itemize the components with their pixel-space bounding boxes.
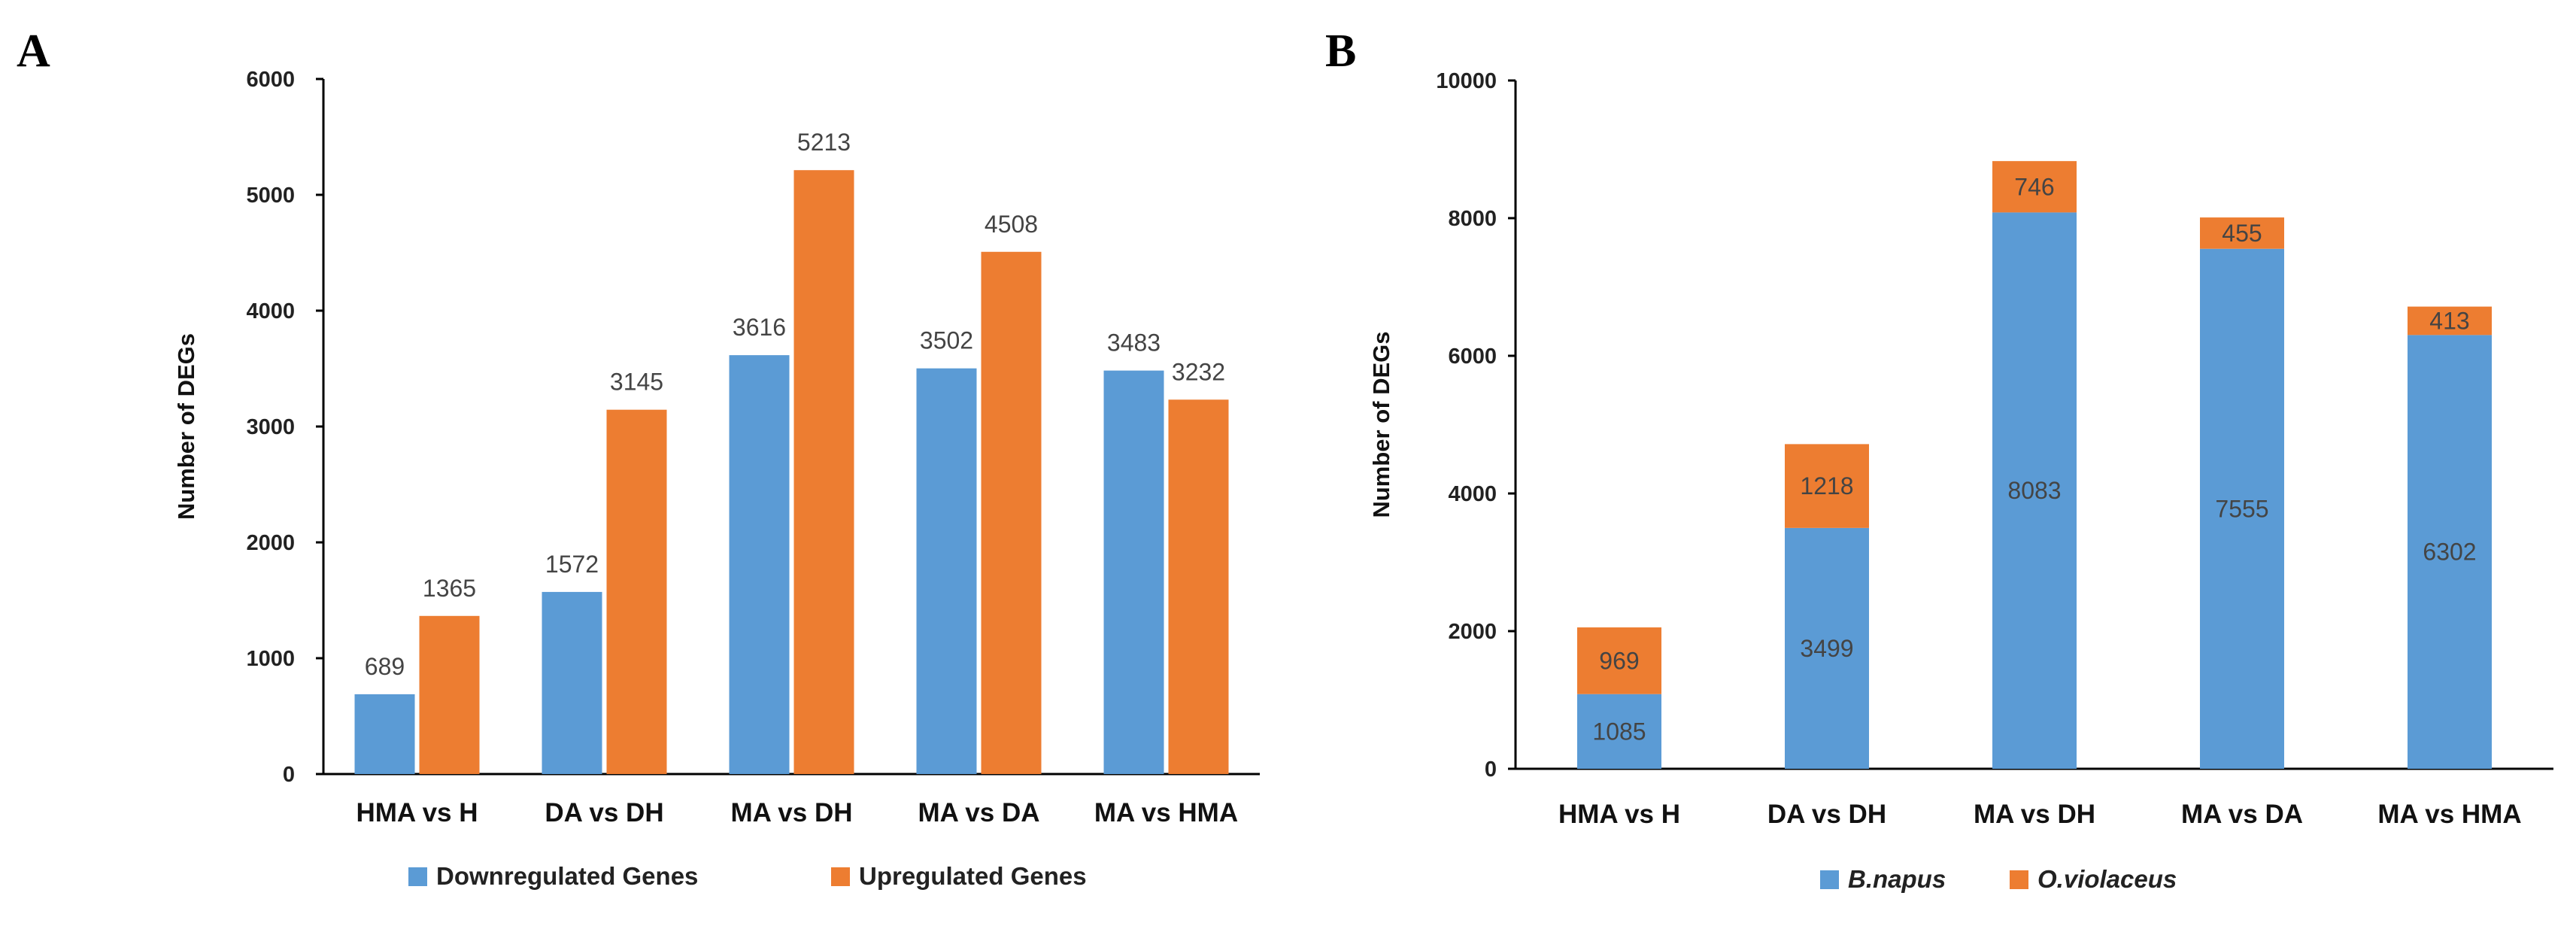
panel-b-data-label: 1218 [1800,472,1853,499]
panel-a-y-tick-label: 0 [283,763,295,787]
panel-a-bar-up [793,170,854,774]
panel-a-y-tick-label: 5000 [246,184,295,208]
panel-a-y-tick-label: 3000 [246,415,295,439]
panel-b-y-axis-label: Number of DEGs [1368,331,1394,518]
panel-b-letter: B [1325,26,1356,77]
panel-b-bar-segment-oviolaceus [2200,217,2284,249]
panel-b-y-tick-label: 10000 [1436,69,1497,93]
panel-b-data-label: 413 [2429,307,2469,334]
panel-a-data-label: 3232 [1172,358,1225,385]
panel-a-data-label: 3483 [1107,329,1161,357]
panel-a-data-label: 1365 [423,575,476,602]
panel-a-y-tick-label: 4000 [246,299,295,323]
panel-b-data-label: 6302 [2423,539,2476,566]
panel-b-bar-segment-oviolaceus [1785,444,1869,528]
panel-a-data-label: 5213 [797,129,851,156]
panel-a-data-label: 3616 [733,314,786,341]
panel-a-bar-down [542,591,602,774]
panel-b-data-label: 7555 [2215,495,2268,522]
panel-b-bar-segment-bnapus [1785,527,1869,769]
panel-a-bar-down [916,368,977,774]
panel-b-bar-segment-oviolaceus [1992,161,2077,213]
panel-a-data-label: 4508 [985,211,1038,238]
panel-b-category-label: DA vs DH [1767,800,1886,829]
panel-a-category-label: MA vs DA [918,798,1039,827]
panel-a-legend-label: Upregulated Genes [859,862,1087,890]
panel-b-bar-segment-oviolaceus [2408,306,2492,335]
panel-b-data-label: 8083 [2007,477,2061,504]
panel-b-bar-segment-bnapus [2200,248,2284,769]
panel-a-bar-up [419,615,480,774]
panel-a-data-label: 3502 [920,327,973,354]
panel-b-category-label: MA vs HMA [2377,800,2521,829]
panel-a-category-label: MA vs HMA [1094,798,1238,827]
panel-a-bar-up [981,251,1042,774]
panel-b-y-tick-label: 0 [1485,757,1497,782]
panel-b-legend-swatch [1820,870,1839,889]
panel-a-bar-up [1168,399,1229,774]
panel-a-legend-swatch [831,867,850,886]
panel-b-category-label: MA vs DA [2181,800,2303,829]
panel-b-y-tick-label: 4000 [1448,482,1497,506]
panel-a-data-label: 1572 [545,551,599,578]
panel-b-bar-segment-bnapus [1992,212,2077,769]
panel-a-letter: A [17,26,50,77]
panel-b-legend-swatch [2010,870,2028,889]
panel-b-y-tick-label: 2000 [1448,620,1497,644]
panel-b-category-label: HMA vs H [1558,800,1680,829]
panel-a-category-label: HMA vs H [356,798,478,827]
chart-panel-b: B 0 2000 4000 6000 8000 10000 Number of DEGs HM… [1325,26,2553,893]
panel-a-bar-down [1103,370,1164,774]
panel-b-data-label: 455 [2222,220,2262,247]
panel-a-y-tick-label: 1000 [246,647,295,671]
panel-a-category-label: MA vs DH [730,798,852,827]
panel-a-legend-swatch [408,867,427,886]
panel-b-bar-segment-bnapus [2408,335,2492,769]
panel-b-data-label: 1085 [1592,718,1646,745]
panel-a-legend-label: Downregulated Genes [436,862,698,890]
panel-a-bar-down [729,355,790,774]
panel-a-data-label: 689 [365,653,405,680]
panel-a-y-tick-label: 2000 [246,531,295,555]
panel-b-data-label: 3499 [1800,635,1853,662]
panel-b-bar-segment-oviolaceus [1577,627,1661,694]
panel-b-legend-label: O.violaceus [2037,865,2177,893]
panel-a-bar-down [354,694,415,774]
panel-b-y-tick-label: 6000 [1448,345,1497,369]
panel-a-y-axis-label: Number of DEGs [173,333,199,520]
panel-b-bar-segment-bnapus [1577,694,1661,769]
panel-b-y-tick-label: 8000 [1448,207,1497,231]
panel-b-legend-label: B.napus [1848,865,1946,893]
panel-b-data-label: 969 [1599,647,1639,674]
panel-b-category-label: MA vs DH [1974,800,2095,829]
panel-a-data-label: 3145 [610,369,663,396]
panel-a-bar-up [606,409,667,774]
chart-panel-a: A 0 1000 2000 3000 4000 5000 6000 Number of DEG… [17,26,1260,890]
panel-a-category-label: DA vs DH [545,798,663,827]
panel-a-y-tick-label: 6000 [246,68,295,92]
panel-b-data-label: 746 [2014,173,2054,200]
